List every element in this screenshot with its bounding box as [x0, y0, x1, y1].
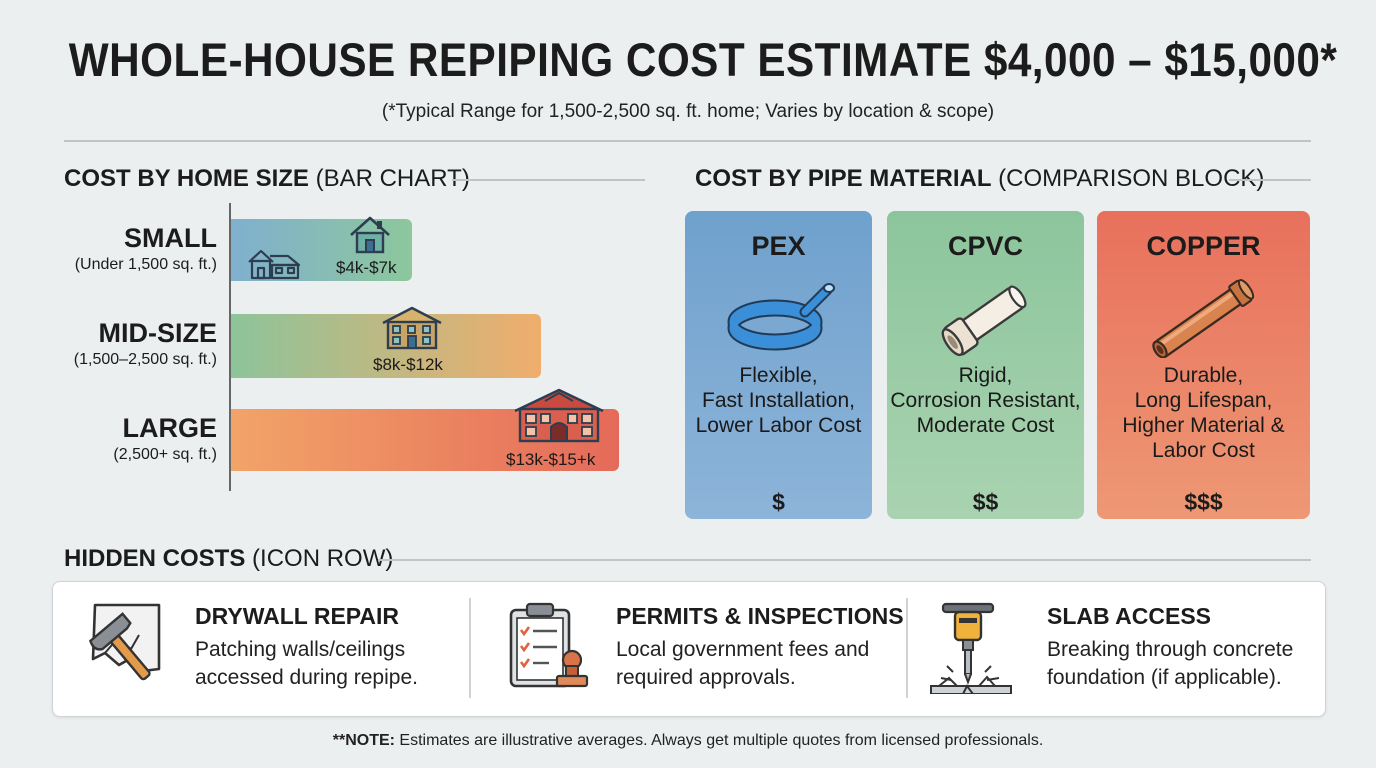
material-name: CPVC	[947, 231, 1023, 261]
hidden-costs-heading-bold: HIDDEN COSTS	[64, 545, 246, 572]
hidden-cost-desc-line: accessed during repipe.	[195, 666, 418, 689]
material-heading: COST BY PIPE MATERIAL (COMPARISON BLOCK)	[695, 165, 1264, 193]
material-desc-line: Flexible,	[739, 364, 818, 387]
category-label-small: SMALL (Under 1,500 sq. ft.)	[0, 223, 217, 274]
house-icon	[348, 215, 392, 260]
material-price: $$$	[1184, 489, 1223, 515]
category-title: SMALL	[124, 223, 217, 253]
hidden-costs-divider	[378, 559, 1311, 561]
category-title: MID-SIZE	[98, 318, 218, 348]
category-label-large: LARGE (2,500+ sq. ft.)	[0, 413, 217, 464]
home-size-heading: COST BY HOME SIZE (BAR CHART)	[64, 165, 470, 193]
hidden-costs-heading-paren: (ICON ROW)	[252, 545, 394, 572]
footnote: **NOTE: Estimates are illustrative avera…	[0, 732, 1376, 750]
clipboard-stamp-icon	[505, 602, 591, 697]
chart-axis-line	[229, 203, 231, 491]
hidden-cost-desc-line: Local government fees and	[616, 638, 870, 661]
home-size-heading-bold: COST BY HOME SIZE	[64, 165, 309, 192]
hidden-cost-desc-line: Patching walls/ceilings	[195, 638, 406, 661]
material-desc-line: Rigid,	[958, 364, 1013, 387]
bar-mid-size	[231, 314, 541, 378]
footnote-bold: **NOTE:	[332, 732, 395, 749]
page-subtitle: (*Typical Range for 1,500-2,500 sq. ft. …	[381, 101, 995, 122]
large-house-icon	[513, 387, 605, 448]
material-desc-line: Lower Labor Cost	[695, 414, 862, 437]
hidden-costs-heading: HIDDEN COSTS (ICON ROW)	[64, 545, 393, 573]
home-size-divider	[452, 179, 645, 181]
material-desc-line: Fast Installation,	[702, 389, 855, 412]
home-size-heading-paren: (BAR CHART)	[315, 165, 470, 192]
home-size-bar-chart: SMALL (Under 1,500 sq. ft.) $4k-$7k MID-	[0, 200, 660, 500]
material-desc-line: Corrosion Resistant,	[890, 389, 1081, 412]
category-title: LARGE	[122, 413, 218, 443]
coiled-pex-pipe-icon	[685, 276, 872, 358]
material-name: COPPER	[1146, 231, 1261, 261]
cpvc-pipe-icon	[887, 276, 1084, 358]
material-description: Durable, Long Lifespan, Higher Material …	[1097, 363, 1310, 463]
bar-value-label-mid-size: $8k-$12k	[373, 355, 443, 374]
material-desc-line: Labor Cost	[1152, 439, 1255, 462]
footnote-text: Estimates are illustrative averages. Alw…	[394, 732, 1044, 749]
category-subtitle: (1,500–2,500 sq. ft.)	[73, 351, 217, 368]
material-description: Rigid, Corrosion Resistant, Moderate Cos…	[887, 363, 1084, 438]
material-card-pex: PEX Flexible, Fast Installation, Lower L…	[685, 211, 872, 519]
hidden-cost-description: Local government fees and required appro…	[616, 636, 869, 692]
category-subtitle: (2,500+ sq. ft.)	[113, 446, 217, 463]
material-desc-line: Moderate Cost	[916, 414, 1055, 437]
material-desc-line: Higher Material &	[1122, 414, 1285, 437]
small-house-icon	[246, 246, 302, 285]
hidden-cost-title: SLAB ACCESS	[1047, 603, 1211, 629]
bar-value-label-small: $4k-$7k	[336, 258, 397, 277]
category-label-mid-size: MID-SIZE (1,500–2,500 sq. ft.)	[0, 318, 217, 369]
material-price: $	[772, 489, 785, 515]
material-heading-paren: (COMPARISON BLOCK)	[998, 165, 1265, 192]
copper-pipe-icon	[1097, 276, 1310, 359]
bar-value-label-large: $13k-$15+k	[506, 450, 596, 469]
hidden-cost-title: DRYWALL REPAIR	[195, 603, 400, 629]
material-name: PEX	[751, 231, 806, 261]
material-card-copper: COPPER Durable, Long Lifespan, Higher Ma…	[1097, 211, 1310, 519]
hammer-drywall-icon	[83, 599, 167, 696]
hidden-cost-desc-line: required approvals.	[616, 666, 796, 689]
material-description: Flexible, Fast Installation, Lower Labor…	[685, 363, 872, 438]
two-story-house-icon	[381, 306, 443, 355]
item-divider	[906, 598, 908, 698]
hidden-costs-panel: DRYWALL REPAIR Patching walls/ceilings a…	[52, 581, 1326, 717]
material-price: $$	[972, 489, 999, 515]
jackhammer-icon	[929, 600, 1013, 699]
hidden-cost-desc-line: foundation (if applicable).	[1047, 666, 1282, 689]
category-subtitle: (Under 1,500 sq. ft.)	[74, 256, 217, 273]
title-divider	[64, 140, 1311, 142]
material-desc-line: Durable,	[1163, 364, 1244, 387]
hidden-cost-description: Breaking through concrete foundation (if…	[1047, 636, 1293, 692]
material-heading-bold: COST BY PIPE MATERIAL	[695, 165, 992, 192]
material-divider	[1229, 179, 1311, 181]
hidden-cost-desc-line: Breaking through concrete	[1047, 638, 1294, 661]
item-divider	[469, 598, 471, 698]
hidden-cost-title: PERMITS & INSPECTIONS	[616, 603, 904, 629]
material-card-cpvc: CPVC Rigid, Corrosion Resistant, Moderat…	[887, 211, 1084, 519]
material-desc-line: Long Lifespan,	[1134, 389, 1273, 412]
hidden-cost-description: Patching walls/ceilings accessed during …	[195, 636, 418, 692]
page-title: WHOLE-HOUSE REPIPING COST ESTIMATE $4,00…	[68, 33, 1338, 86]
